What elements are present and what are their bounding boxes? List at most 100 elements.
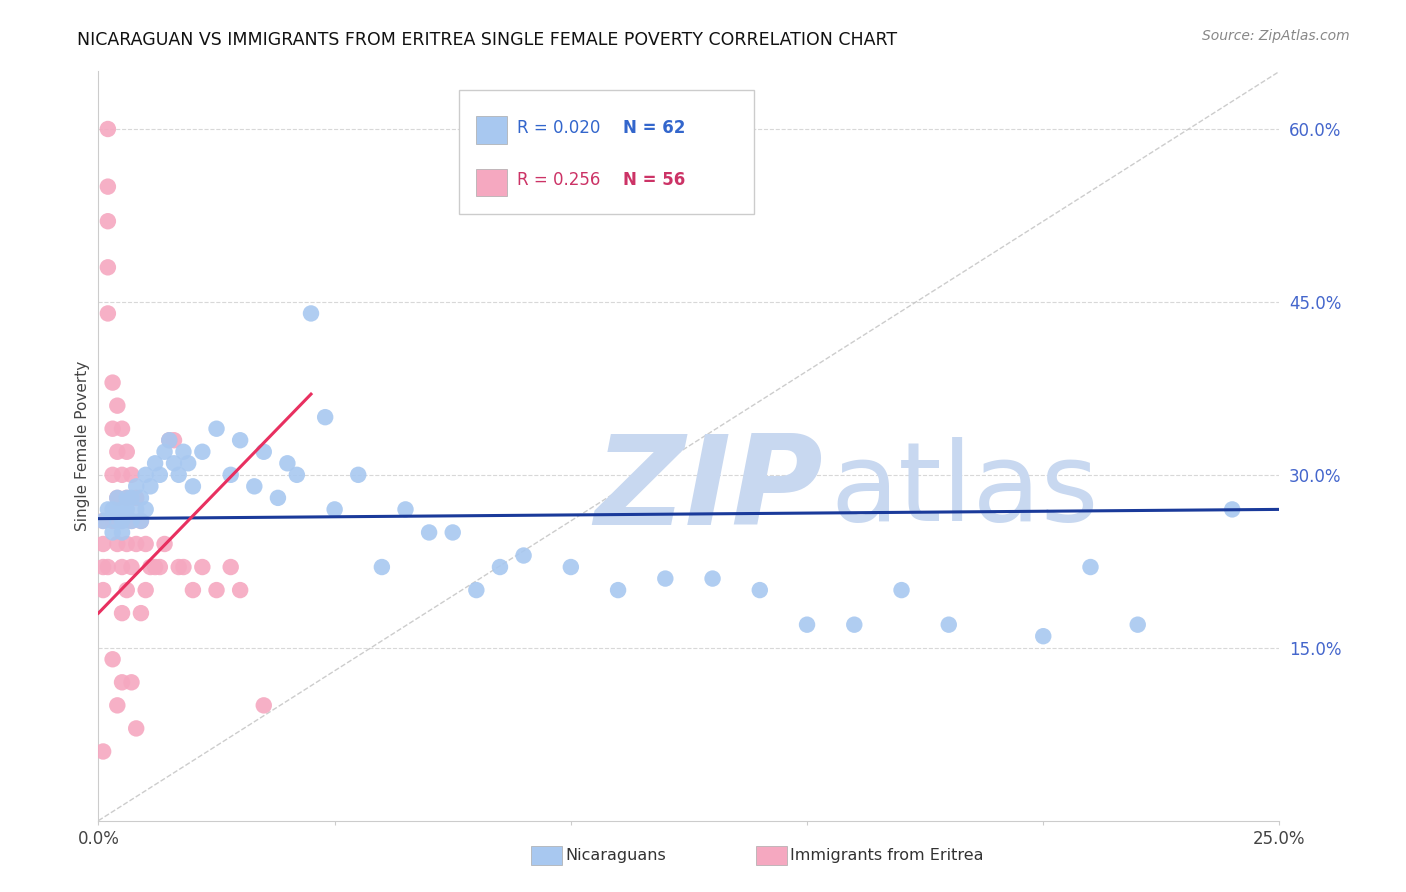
Point [167, 467, 190, 482]
Point [135, 502, 157, 516]
Point [167, 560, 190, 574]
Text: R = 0.020: R = 0.020 [516, 119, 600, 136]
Point [157, 434, 180, 448]
Point [285, 467, 308, 482]
Point [219, 467, 242, 482]
Point [101, 525, 124, 540]
Point [111, 467, 134, 482]
Point [163, 456, 186, 470]
Point [111, 514, 134, 528]
Point [181, 583, 204, 598]
Point [191, 560, 214, 574]
Point [129, 491, 152, 505]
Point [1080, 560, 1102, 574]
Point [371, 560, 394, 574]
Point [97, 502, 120, 516]
FancyBboxPatch shape [477, 169, 508, 196]
Point [97, 122, 120, 136]
Point [105, 514, 128, 528]
FancyBboxPatch shape [458, 90, 754, 214]
Point [111, 514, 134, 528]
Point [243, 479, 266, 493]
Text: N = 62: N = 62 [623, 119, 685, 136]
Point [111, 560, 134, 574]
Point [143, 560, 166, 574]
Point [125, 502, 148, 516]
Point [91, 514, 114, 528]
Point [465, 583, 488, 598]
Point [101, 652, 124, 666]
Point [91, 514, 114, 528]
Point [121, 514, 143, 528]
Point [172, 444, 194, 458]
Point [702, 572, 724, 586]
Point [129, 514, 152, 528]
Text: N = 56: N = 56 [623, 171, 685, 189]
Point [157, 434, 180, 448]
Point [101, 376, 124, 390]
Point [149, 560, 172, 574]
Point [890, 583, 912, 598]
Point [181, 479, 204, 493]
Point [121, 675, 143, 690]
Point [299, 306, 322, 320]
Point [105, 444, 128, 458]
Point [115, 491, 138, 505]
Point [149, 467, 172, 482]
Point [191, 444, 214, 458]
Point [172, 560, 194, 574]
Point [121, 491, 143, 505]
Point [97, 260, 120, 275]
Point [115, 444, 138, 458]
Point [560, 560, 582, 574]
Point [101, 467, 124, 482]
Point [91, 583, 114, 598]
Point [748, 583, 770, 598]
Point [205, 583, 228, 598]
Point [111, 606, 134, 620]
Text: ZIP: ZIP [595, 431, 823, 551]
Point [314, 410, 336, 425]
Text: Nicaraguans: Nicaraguans [565, 848, 666, 863]
Point [323, 502, 346, 516]
Point [121, 560, 143, 574]
Point [205, 422, 228, 436]
Point [135, 467, 157, 482]
Point [418, 525, 440, 540]
Point [111, 422, 134, 436]
Point [135, 537, 157, 551]
Point [105, 491, 128, 505]
Point [101, 514, 124, 528]
Point [101, 502, 124, 516]
Point [253, 444, 276, 458]
Point [97, 560, 120, 574]
Point [115, 502, 138, 516]
Point [394, 502, 416, 516]
Point [121, 514, 143, 528]
Point [219, 560, 242, 574]
Y-axis label: Single Female Poverty: Single Female Poverty [75, 361, 90, 531]
Point [139, 560, 162, 574]
Text: atlas: atlas [831, 437, 1099, 544]
Point [1126, 617, 1149, 632]
Point [97, 179, 120, 194]
Point [97, 214, 120, 228]
Point [121, 467, 143, 482]
Point [253, 698, 276, 713]
Point [489, 560, 512, 574]
Point [229, 583, 252, 598]
Point [153, 444, 176, 458]
Point [654, 572, 676, 586]
Point [347, 467, 370, 482]
Point [267, 491, 290, 505]
Point [91, 744, 114, 758]
Point [139, 479, 162, 493]
Point [229, 434, 252, 448]
Point [111, 675, 134, 690]
Text: R = 0.256: R = 0.256 [516, 171, 600, 189]
Point [1220, 502, 1243, 516]
Point [441, 525, 464, 540]
Point [97, 306, 120, 320]
Point [125, 491, 148, 505]
Point [125, 722, 148, 736]
